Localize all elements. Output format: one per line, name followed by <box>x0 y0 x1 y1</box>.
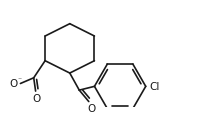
Text: O: O <box>32 93 41 103</box>
Text: O: O <box>10 79 18 89</box>
Text: Cl: Cl <box>149 82 159 92</box>
Text: ⁻: ⁻ <box>18 75 22 84</box>
Text: O: O <box>88 103 96 113</box>
